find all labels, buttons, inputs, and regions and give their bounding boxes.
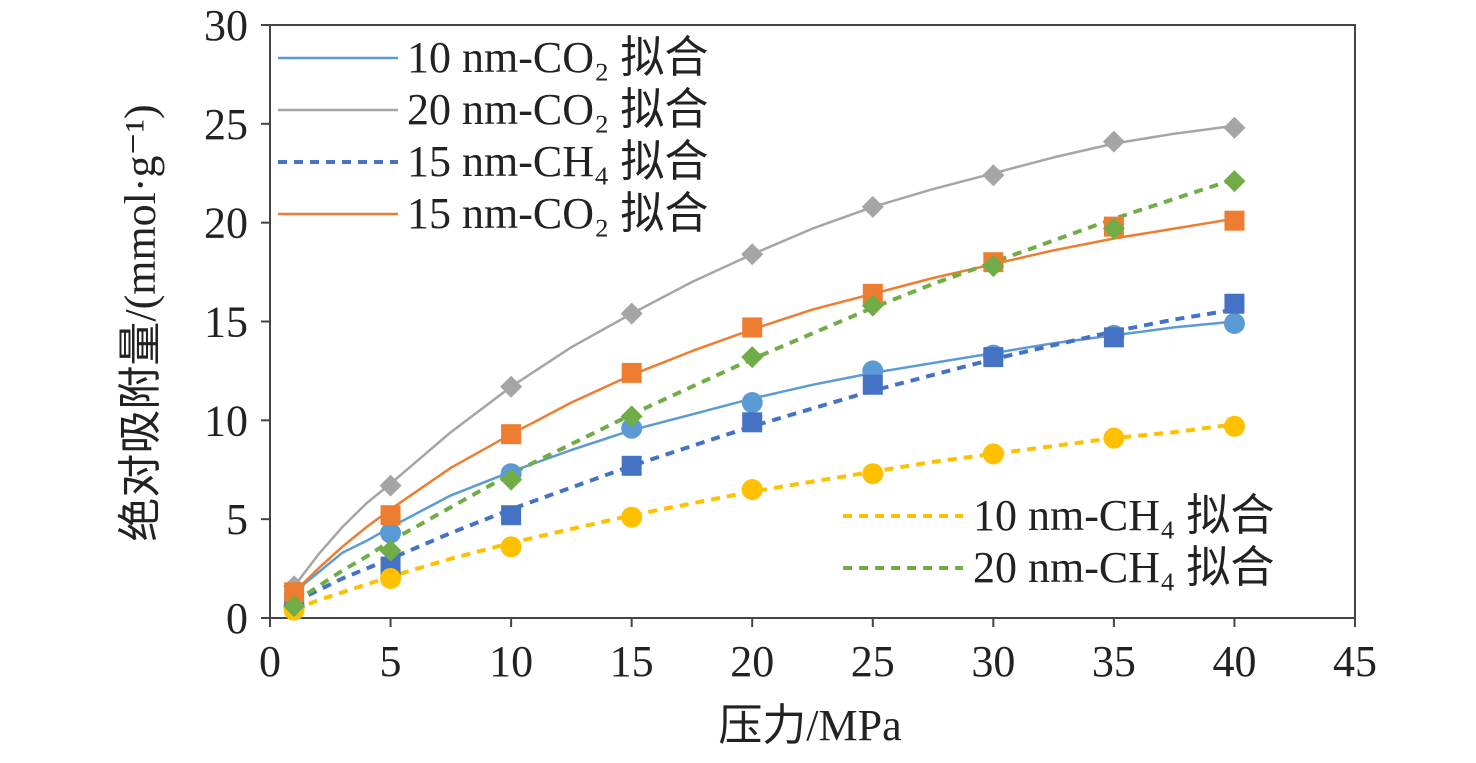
x-tick-label: 35 [1092, 637, 1136, 686]
s20co2-point [741, 243, 764, 266]
x-tick-label: 15 [610, 637, 654, 686]
s20ch4-legend-label: 20 nm-CH₄ 拟合 [973, 543, 1274, 592]
s15ch4-fit-line [293, 307, 1235, 604]
s20ch4-point [1102, 217, 1125, 240]
s15co2-fit-line [293, 217, 1235, 594]
s20co2-point [620, 302, 643, 325]
s10ch4-point [862, 463, 884, 485]
s20co2-fit-line [293, 124, 1235, 588]
s15ch4-legend-label: 15 nm-CH₄ 拟合 [407, 137, 708, 186]
x-tick-label: 20 [730, 637, 774, 686]
s15ch4-point [742, 412, 763, 433]
x-tick-label: 0 [259, 637, 281, 686]
s20co2-point [1223, 116, 1246, 139]
y-tick-label: 20 [204, 199, 248, 248]
s20ch4-point [861, 294, 884, 317]
s10co2-point [1223, 312, 1245, 334]
s10co2-point [741, 392, 763, 414]
y-tick-label: 30 [204, 1, 248, 50]
s20co2-point [982, 164, 1005, 187]
s10ch4-point [1103, 427, 1125, 449]
s20co2-point [379, 474, 402, 497]
s10ch4-point [741, 479, 763, 501]
y-tick-label: 25 [204, 100, 248, 149]
s15ch4-point [621, 455, 642, 476]
s20co2-point [500, 375, 523, 398]
axis-ticks: 0 5 10 15 20 25 30 35 40 45 0 5 10 15 20 25 30 [204, 1, 1377, 686]
s20co2-point [861, 195, 884, 218]
s15co2-point [284, 582, 305, 603]
s20ch4-point [982, 255, 1005, 278]
s10ch4-point [380, 567, 402, 589]
x-tick-label: 10 [489, 637, 533, 686]
s20ch4-point [1223, 170, 1246, 193]
s10ch4-point [621, 506, 643, 528]
y-tick-label: 5 [226, 495, 248, 544]
y-tick-label: 10 [204, 396, 248, 445]
s10co2-legend-label: 10 nm-CO₂ 拟合 [407, 33, 708, 82]
s10ch4-legend-label: 10 nm-CH₄ 拟合 [973, 491, 1274, 540]
x-axis-title: 压力/MPa [718, 701, 901, 750]
x-tick-label: 25 [851, 637, 895, 686]
s20ch4-point [379, 539, 402, 562]
s15ch4-point [1103, 327, 1124, 348]
y-tick-label: 0 [226, 594, 248, 643]
s20ch4-fit-line [293, 177, 1236, 604]
x-tick-label: 40 [1212, 637, 1256, 686]
s15co2-point [862, 283, 883, 304]
x-tick-label: 45 [1333, 637, 1377, 686]
x-tick-label: 30 [971, 637, 1015, 686]
s20co2-legend-label: 20 nm-CO₂ 拟合 [407, 85, 708, 134]
s20ch4-point [620, 405, 643, 428]
data-markers [283, 116, 1246, 621]
fit-lines [293, 124, 1236, 612]
s15ch4-point [983, 347, 1004, 368]
s15co2-point [501, 424, 522, 445]
s15co2-point [380, 505, 401, 526]
s15ch4-point [1224, 293, 1245, 314]
s15ch4-point [501, 505, 522, 526]
s20co2-point [1102, 130, 1125, 153]
s15co2-legend-label: 15 nm-CO₂ 拟合 [407, 189, 708, 238]
s15co2-point [621, 362, 642, 383]
y-tick-label: 15 [204, 298, 248, 347]
s20ch4-point [500, 468, 523, 491]
y-axis-title: 绝对吸附量/(mmol·g⁻¹) [116, 104, 165, 541]
s20ch4-point [283, 595, 306, 618]
s10co2-point [621, 417, 643, 439]
s10co2-point [380, 522, 402, 544]
s10ch4-point [500, 536, 522, 558]
s15co2-point [742, 317, 763, 338]
s15co2-point [1224, 210, 1245, 231]
x-tick-label: 5 [380, 637, 402, 686]
s10ch4-point [1223, 415, 1245, 437]
s15ch4-point [862, 374, 883, 395]
s10ch4-point [982, 443, 1004, 465]
s20ch4-point [741, 346, 764, 369]
